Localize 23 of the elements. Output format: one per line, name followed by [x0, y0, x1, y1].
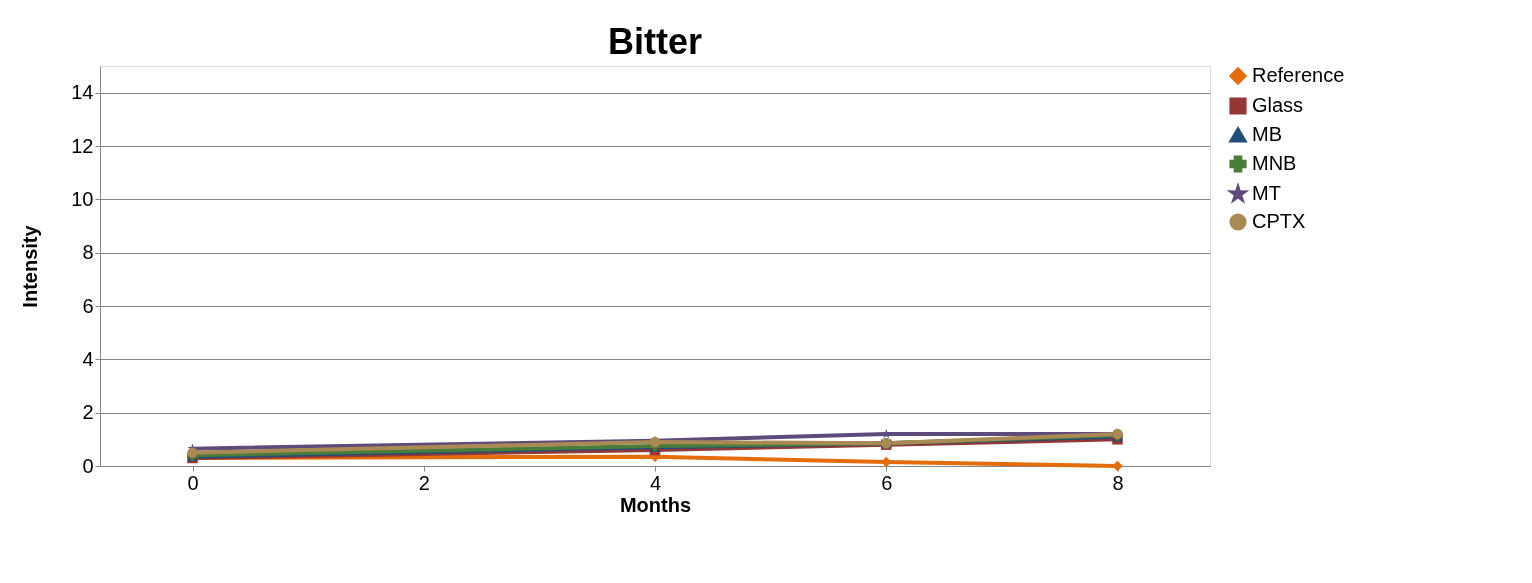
y-tick-label: 0: [82, 454, 94, 477]
x-tick-label: 6: [881, 471, 893, 494]
y-tick-label: 12: [71, 134, 94, 157]
legend-label: MB: [1252, 123, 1282, 145]
legend-label: CPTX: [1252, 210, 1306, 232]
legend-label: MNB: [1252, 152, 1297, 174]
x-tick-label: 2: [418, 471, 430, 494]
y-tick-label: 8: [82, 241, 94, 264]
y-axis-title: Intensity: [19, 224, 42, 308]
legend-label: Glass: [1252, 94, 1304, 116]
point: [1112, 460, 1123, 472]
legend-label: Reference: [1252, 64, 1345, 86]
x-tick-label: 4: [649, 471, 662, 494]
y-tick-label: 6: [82, 294, 94, 317]
y-tick-label: 4: [82, 347, 94, 370]
x-axis-title: Months: [619, 493, 692, 516]
y-tick-label: 14: [71, 81, 94, 104]
y-tick-label: 2: [82, 401, 94, 424]
x-tick-label: 0: [187, 471, 199, 494]
chart-title: Bitter: [607, 21, 703, 62]
y-tick-label: 10: [71, 187, 94, 210]
legend-label: MT: [1252, 182, 1281, 204]
x-tick-label: 8: [1112, 471, 1124, 494]
